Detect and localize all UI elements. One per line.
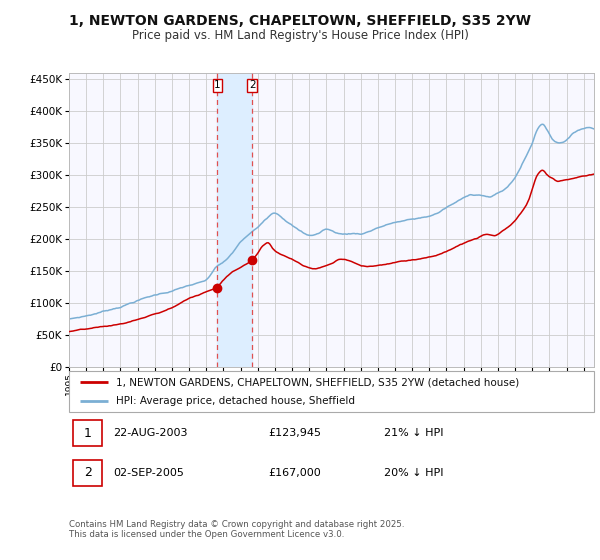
Text: £167,000: £167,000: [269, 468, 321, 478]
Text: 1, NEWTON GARDENS, CHAPELTOWN, SHEFFIELD, S35 2YW: 1, NEWTON GARDENS, CHAPELTOWN, SHEFFIELD…: [69, 14, 531, 28]
Bar: [73, 460, 102, 486]
Text: 02-SEP-2005: 02-SEP-2005: [113, 468, 185, 478]
Text: HPI: Average price, detached house, Sheffield: HPI: Average price, detached house, Shef…: [116, 396, 355, 405]
Text: £123,945: £123,945: [269, 428, 322, 438]
Bar: [217, 73, 252, 367]
Bar: [73, 420, 102, 446]
Text: Price paid vs. HM Land Registry's House Price Index (HPI): Price paid vs. HM Land Registry's House …: [131, 29, 469, 42]
Text: 2: 2: [249, 80, 256, 90]
Text: 1: 1: [214, 80, 221, 90]
Text: 2: 2: [84, 466, 92, 479]
Text: 1: 1: [84, 427, 92, 440]
Text: Contains HM Land Registry data © Crown copyright and database right 2025.
This d: Contains HM Land Registry data © Crown c…: [69, 520, 404, 539]
Text: 20% ↓ HPI: 20% ↓ HPI: [384, 468, 443, 478]
Text: 21% ↓ HPI: 21% ↓ HPI: [384, 428, 443, 438]
Text: 22-AUG-2003: 22-AUG-2003: [113, 428, 188, 438]
Text: 1, NEWTON GARDENS, CHAPELTOWN, SHEFFIELD, S35 2YW (detached house): 1, NEWTON GARDENS, CHAPELTOWN, SHEFFIELD…: [116, 377, 520, 387]
